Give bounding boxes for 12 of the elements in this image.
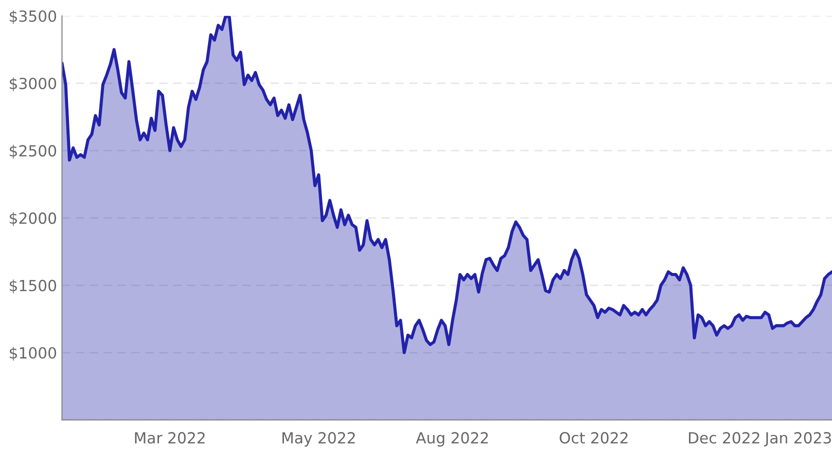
y-tick-label: $1000 <box>10 346 56 361</box>
x-tick-label: Aug 2022 <box>416 432 488 447</box>
y-tick-label: $3000 <box>10 77 56 92</box>
x-tick-label: Mar 2022 <box>135 432 205 444</box>
y-tick-label: $1500 <box>10 279 56 294</box>
x-tick-label: Oct 2022 <box>560 432 628 444</box>
y-tick-label: $2000 <box>10 212 56 226</box>
y-tick-label: $2500 <box>10 144 56 159</box>
y-tick-label: $3500 <box>10 10 56 24</box>
x-tick-label: May 2022 <box>282 432 355 447</box>
x-tick-label: Dec 2022 <box>688 432 760 444</box>
x-tick-label: Jan 2023 <box>764 432 831 446</box>
